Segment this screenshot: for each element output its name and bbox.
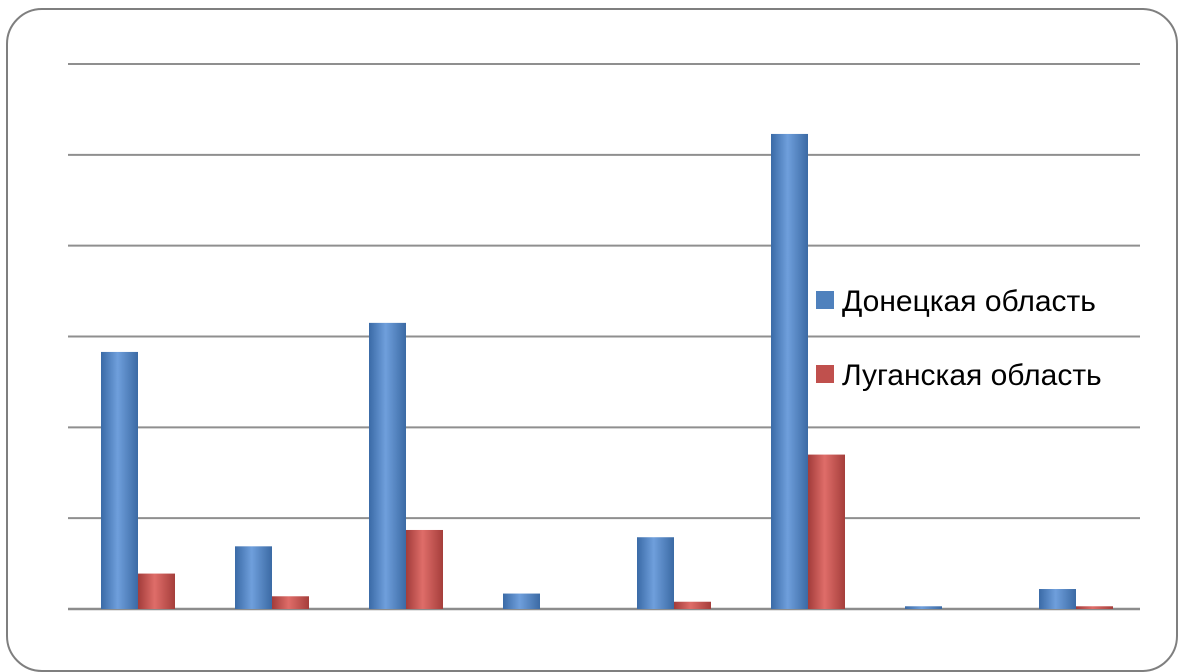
bar-donetsk-4 — [503, 593, 540, 609]
bars — [101, 133, 1113, 610]
bar-donetsk-5 — [637, 537, 674, 609]
legend-label-2: Луганская область — [842, 359, 1102, 392]
legend-swatch-1 — [816, 291, 834, 309]
legend-label-1: Донецкая область — [842, 285, 1096, 318]
bar-donetsk-6 — [771, 133, 808, 610]
bar-donetsk-8 — [1039, 589, 1076, 609]
bar-luhansk-3 — [406, 529, 443, 609]
bar-donetsk-2 — [235, 546, 272, 609]
bar-luhansk-6 — [808, 454, 845, 609]
bar-donetsk-1 — [101, 351, 138, 609]
bar-donetsk-7 — [905, 606, 942, 609]
bar-luhansk-8 — [1076, 606, 1113, 609]
gridlines — [68, 63, 1140, 611]
legend: Донецкая область Луганская область — [816, 285, 1102, 392]
chart-frame — [6, 8, 1178, 672]
bar-luhansk-2 — [272, 596, 309, 609]
legend-swatch-2 — [816, 365, 834, 383]
bar-luhansk-1 — [138, 573, 175, 609]
bar-donetsk-3 — [369, 322, 406, 609]
bar-luhansk-5 — [674, 601, 711, 609]
